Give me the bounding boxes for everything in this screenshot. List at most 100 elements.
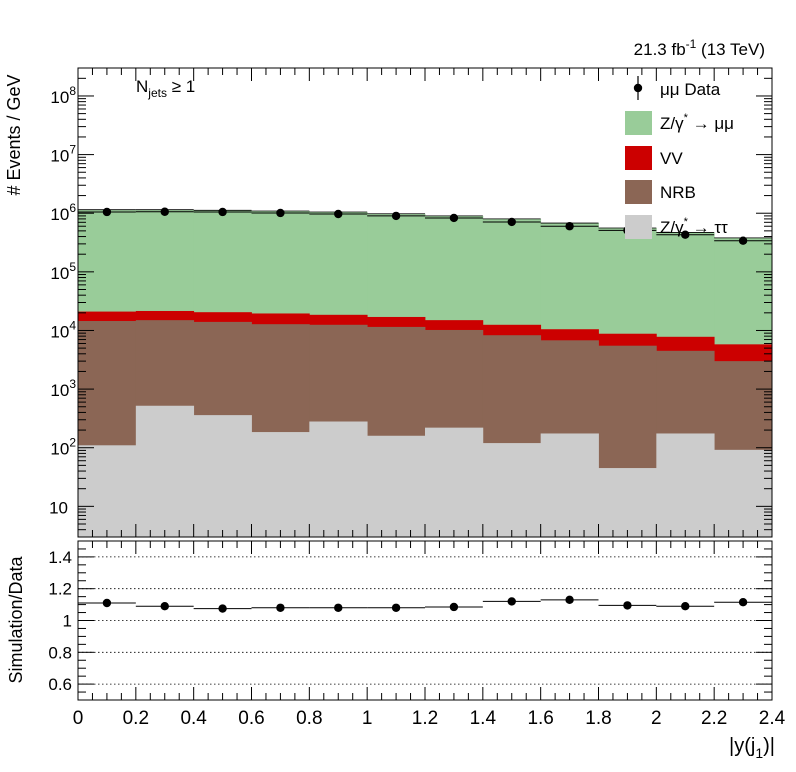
legend-label-sup: * bbox=[684, 112, 689, 124]
y-tick-label: 106 bbox=[50, 201, 76, 224]
y-tick-base: 10 bbox=[50, 322, 69, 341]
y-tick-exponent: 8 bbox=[69, 84, 76, 98]
ratio-point-7 bbox=[507, 597, 516, 606]
data-point-3 bbox=[276, 208, 285, 218]
x-tick-label: 1.8 bbox=[585, 708, 611, 729]
njets-rest: ≥ 1 bbox=[167, 77, 195, 96]
x-tick-label: 0.6 bbox=[238, 708, 264, 729]
lumi-exponent: -1 bbox=[686, 37, 697, 51]
data-point-1 bbox=[160, 207, 169, 216]
legend-label-dy_mumu: Z/γ* → μμ bbox=[660, 112, 734, 133]
data-point-10 bbox=[681, 230, 690, 239]
data-point-11 bbox=[738, 236, 748, 245]
lumi-value: 21.3 fb bbox=[634, 40, 686, 59]
data-point-4 bbox=[334, 209, 343, 219]
njets-annotation: Njets ≥ 1 bbox=[136, 77, 195, 100]
dy_tautau-bar-1 bbox=[135, 405, 195, 537]
y-tick-label: 103 bbox=[50, 377, 76, 400]
legend-swatch-dy_tautau bbox=[625, 215, 652, 239]
legend-label-main: NRB bbox=[660, 183, 696, 202]
njets-main: N bbox=[136, 77, 148, 96]
dy_tautau-bar-11 bbox=[714, 449, 773, 537]
legend-label-main: Z/γ bbox=[660, 114, 684, 133]
legend-swatch-dy_mumu bbox=[625, 111, 652, 135]
legend-label-main: Z/γ bbox=[660, 218, 684, 237]
y-tick-base: 10 bbox=[50, 440, 69, 459]
legend-label-tail: → ττ bbox=[688, 218, 728, 237]
dy_tautau-bar-2 bbox=[193, 415, 252, 537]
ratio-point-3 bbox=[276, 603, 285, 612]
legend-label-vv: VV bbox=[660, 149, 683, 168]
y-tick-exponent: 3 bbox=[69, 377, 76, 391]
x-axis-label-tail: )| bbox=[763, 735, 775, 757]
legend-label-main: VV bbox=[660, 149, 683, 168]
data-point-8 bbox=[565, 222, 574, 231]
ratio-y-tick-label: 1 bbox=[63, 612, 72, 631]
data-point-5 bbox=[391, 211, 401, 221]
x-tick-label: 1.2 bbox=[412, 708, 438, 729]
ratio-point-11 bbox=[738, 598, 748, 607]
y-tick-label: 104 bbox=[50, 318, 76, 341]
data-point-7 bbox=[507, 217, 516, 227]
x-tick-label: 0 bbox=[73, 708, 84, 729]
y-tick-label: 10 bbox=[49, 498, 68, 517]
legend-label-dy_tautau: Z/γ* → ττ bbox=[660, 216, 728, 237]
y-tick-base: 10 bbox=[50, 264, 69, 283]
top-y-axis-label: # Events / GeV bbox=[4, 74, 24, 195]
legend-label-sup: * bbox=[684, 216, 689, 228]
x-tick-label: 2 bbox=[651, 708, 662, 729]
y-tick-base: 10 bbox=[50, 381, 69, 400]
data-point-0 bbox=[102, 207, 112, 217]
ratio-point-6 bbox=[449, 602, 459, 612]
y-tick-exponent: 2 bbox=[69, 436, 76, 450]
dy_tautau-bar-9 bbox=[598, 468, 657, 537]
ratio-panel: 0.6 0.8 1 1.2 1.4 0 0.2 0.4 0.6 0.8 1 1.2 1.4 1.6 1.8 2… bbox=[48, 540, 786, 729]
x-tick-label: 0.2 bbox=[123, 708, 149, 729]
ratio-point-0 bbox=[102, 598, 112, 608]
legend-label-data: μμ Data bbox=[660, 80, 721, 99]
x-tick-label: 0.8 bbox=[296, 708, 322, 729]
x-tick-label: 1.6 bbox=[527, 708, 553, 729]
x-axis-label: |y(j1)| bbox=[729, 735, 775, 761]
x-axis-label-subscript: 1 bbox=[755, 745, 763, 761]
ratio-y-tick-label: 0.8 bbox=[48, 643, 72, 662]
dy_tautau-bar-4 bbox=[309, 421, 368, 537]
y-tick-exponent: 4 bbox=[69, 318, 76, 332]
ratio-y-tick-label: 0.6 bbox=[48, 675, 72, 694]
legend-label-tail: → μμ bbox=[688, 114, 734, 133]
y-tick-exponent: 5 bbox=[69, 260, 76, 274]
dy_tautau-bar-0 bbox=[78, 445, 137, 537]
x-tick-label: 1 bbox=[362, 708, 373, 729]
data-point-6 bbox=[449, 213, 459, 223]
y-tick-label: 105 bbox=[50, 260, 76, 283]
y-tick-base: 10 bbox=[50, 205, 69, 224]
y-tick-base: 10 bbox=[50, 147, 69, 166]
legend-swatch-vv bbox=[625, 146, 652, 170]
ratio-point-1 bbox=[160, 601, 169, 611]
y-tick-label: 102 bbox=[50, 436, 76, 459]
data-point-2 bbox=[218, 207, 227, 217]
y-tick-label: 108 bbox=[50, 84, 76, 107]
ratio-y-axis-label: Simulation/Data bbox=[6, 555, 26, 683]
x-tick-label: 2.4 bbox=[759, 708, 786, 729]
y-tick-label: 107 bbox=[50, 143, 76, 166]
y-tick-exponent: 7 bbox=[69, 143, 76, 157]
ratio-point-9 bbox=[623, 601, 632, 610]
njets-subscript: jets bbox=[147, 86, 167, 100]
luminosity-label: 21.3 fb-1 (13 TeV) bbox=[634, 37, 765, 59]
dy_tautau-bar-8 bbox=[540, 433, 599, 537]
x-tick-label: 0.4 bbox=[180, 708, 207, 729]
dy_tautau-bar-7 bbox=[482, 443, 542, 537]
ratio-point-4 bbox=[334, 603, 343, 612]
ratio-point-8 bbox=[565, 595, 574, 605]
ratio-y-tick-label: 1.2 bbox=[48, 580, 72, 599]
ratio-point-5 bbox=[391, 603, 401, 612]
x-tick-label: 1.4 bbox=[470, 708, 497, 729]
legend-label-nrb: NRB bbox=[660, 183, 696, 202]
y-tick-exponent: 6 bbox=[69, 201, 76, 215]
energy-label: (13 TeV) bbox=[696, 40, 765, 59]
ratio-point-10 bbox=[681, 601, 690, 611]
